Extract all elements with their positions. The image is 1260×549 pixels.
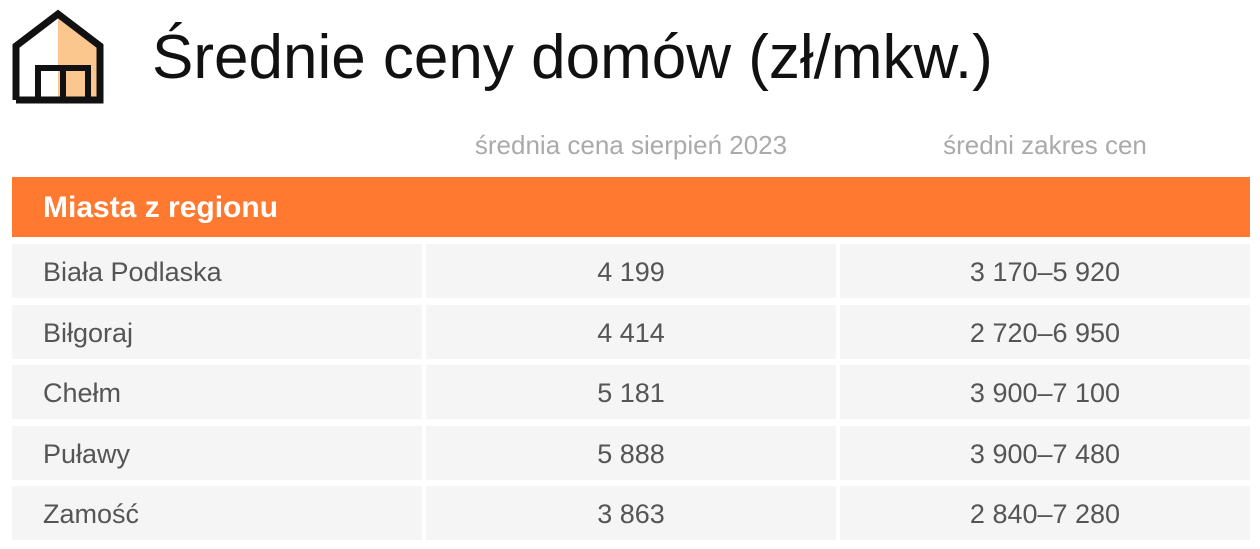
section-header: Miasta z regionu [12, 177, 1250, 237]
table-cell: 5 181 [426, 365, 836, 419]
table-cell: Puławy [12, 425, 422, 480]
table-cell: 3 900–7 480 [840, 425, 1250, 480]
table-cell: 3 863 [426, 486, 836, 540]
table-cell: Biłgoraj [12, 304, 422, 359]
table-cell: 3 900–7 100 [840, 365, 1250, 419]
table-cell: 5 888 [426, 425, 836, 480]
table-cell: 4 199 [426, 244, 836, 298]
table-cell: 2 720–6 950 [840, 304, 1250, 359]
table-cell: Chełm [12, 365, 422, 419]
title: Średnie ceny domów (zł/mkw.) [152, 23, 993, 92]
house-icon [12, 9, 104, 104]
table-cell: Zamość [12, 486, 422, 540]
column-header: średni zakres cen [943, 130, 1147, 160]
column-header: średnia cena sierpień 2023 [474, 130, 788, 160]
table-cell: Biała Podlaska [12, 244, 422, 298]
table-cell: 2 840–7 280 [840, 486, 1250, 540]
table-cell: 4 414 [426, 304, 836, 359]
table-cell: 3 170–5 920 [840, 244, 1250, 298]
